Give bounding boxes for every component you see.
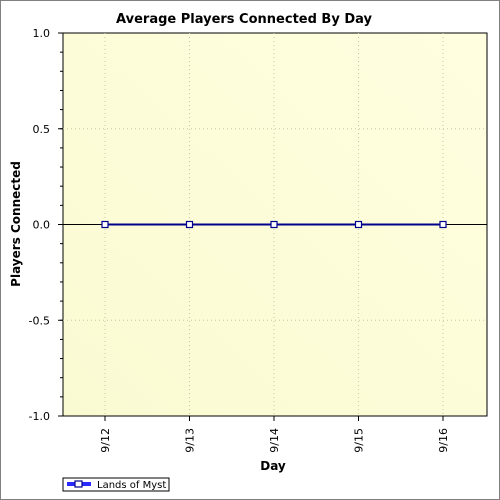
y-axis-label: Players Connected bbox=[9, 161, 23, 287]
legend: Lands of Myst bbox=[62, 477, 170, 492]
x-axis-label: Day bbox=[260, 459, 286, 473]
y-tick-label: 0.5 bbox=[33, 123, 51, 136]
x-tick-label: 9/13 bbox=[184, 428, 197, 453]
x-tick-label: 9/16 bbox=[437, 428, 450, 453]
chart-title: Average Players Connected By Day bbox=[116, 12, 372, 27]
y-tick-label: -1.0 bbox=[29, 410, 50, 423]
legend-swatch bbox=[67, 480, 91, 488]
x-tick-label: 9/12 bbox=[99, 428, 112, 453]
data-point bbox=[354, 220, 363, 229]
data-point bbox=[439, 220, 447, 229]
series-layer bbox=[101, 220, 447, 229]
legend-swatch-marker bbox=[74, 480, 83, 488]
y-tick-label: 0.0 bbox=[33, 219, 51, 232]
y-axis: 1.0 0.5 0.0 -0.5 -1.0 bbox=[29, 27, 63, 423]
y-tick-label: -0.5 bbox=[29, 314, 50, 327]
x-tick-label: 9/14 bbox=[268, 428, 281, 453]
y-tick-label: 1.0 bbox=[33, 27, 51, 40]
data-point bbox=[185, 220, 194, 229]
legend-box bbox=[62, 477, 170, 492]
data-point bbox=[270, 220, 278, 229]
data-point bbox=[101, 220, 109, 229]
grid bbox=[63, 33, 487, 416]
x-axis: 9/12 9/13 9/14 9/15 9/16 bbox=[99, 416, 450, 453]
legend-label-lands-of-myst: Lands of Myst bbox=[97, 480, 166, 491]
x-tick-label: 9/15 bbox=[353, 428, 366, 453]
